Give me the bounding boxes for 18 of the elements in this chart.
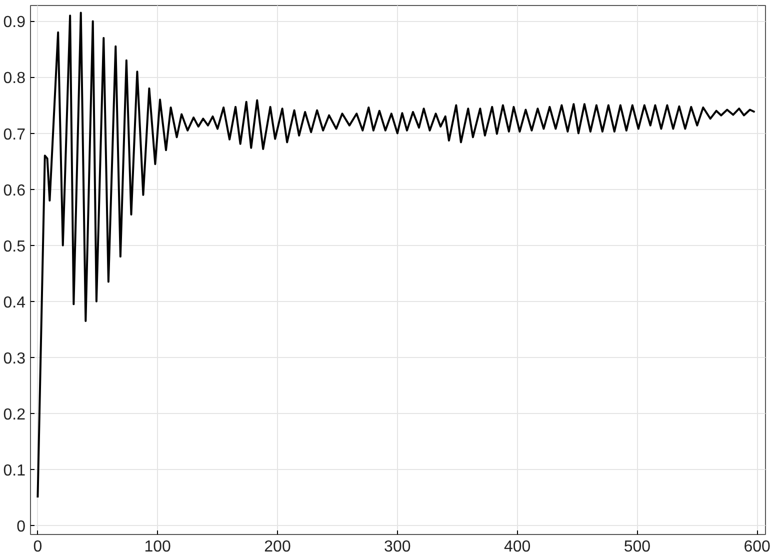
- y-tick-label: 0.5: [3, 238, 26, 256]
- y-tick-label: 0.1: [3, 462, 26, 480]
- x-tick-label: 200: [264, 538, 291, 554]
- y-tick-label: 0.9: [3, 14, 26, 32]
- y-tick-label: 0.7: [3, 126, 26, 144]
- y-tick-label: 0.8: [3, 70, 26, 88]
- x-tick-label: 0: [33, 538, 42, 554]
- y-tick-label: 0.3: [3, 350, 26, 368]
- line-series: [36, 12, 756, 499]
- x-tick-label: 600: [744, 538, 771, 554]
- x-tick-label: 300: [384, 538, 411, 554]
- x-tick-label: 100: [144, 538, 172, 554]
- x-tick-label: 400: [504, 538, 531, 554]
- y-tick-label: 0: [16, 518, 26, 536]
- y-tick-label: 0.4: [3, 294, 26, 312]
- y-tick-label: 0.2: [3, 406, 26, 424]
- x-tick-label: 500: [624, 538, 651, 554]
- y-tick-label: 0.6: [3, 182, 26, 200]
